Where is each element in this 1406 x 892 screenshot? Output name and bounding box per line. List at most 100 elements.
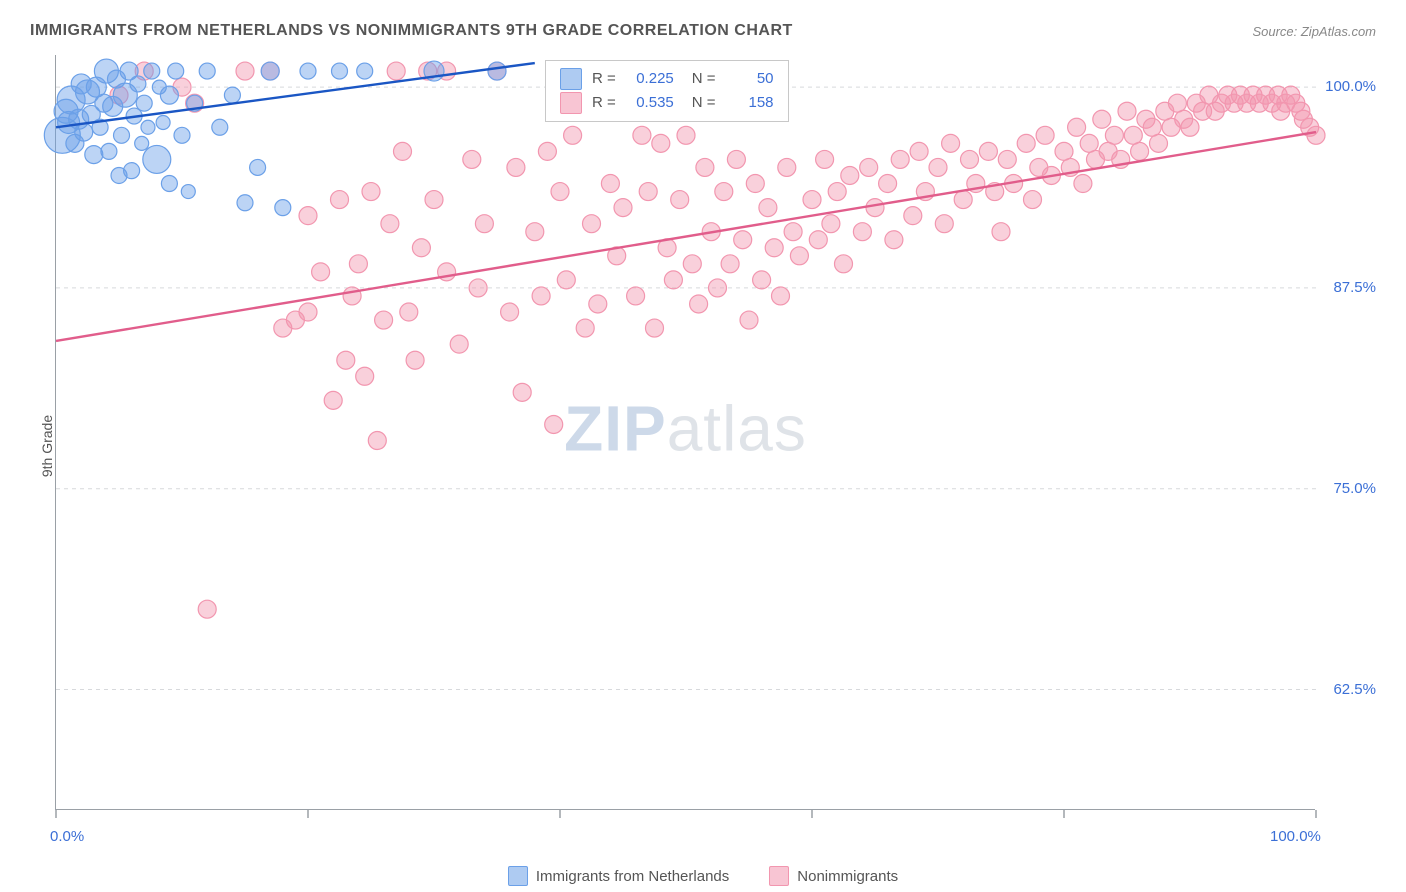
chart-svg: [56, 55, 1316, 810]
data-point-immigrants: [135, 136, 149, 150]
legend-n-label: N =: [692, 91, 716, 115]
data-point-immigrants: [136, 95, 152, 111]
data-point-nonimmigrants: [463, 150, 481, 168]
legend-r-value: 0.225: [626, 67, 674, 91]
data-point-nonimmigrants: [803, 191, 821, 209]
data-point-nonimmigrants: [381, 215, 399, 233]
data-point-nonimmigrants: [1093, 110, 1111, 128]
data-point-nonimmigrants: [1024, 191, 1042, 209]
data-point-nonimmigrants: [450, 335, 468, 353]
data-point-nonimmigrants: [513, 383, 531, 401]
legend-swatch-icon: [769, 866, 789, 886]
y-tick-label: 75.0%: [1333, 480, 1376, 497]
legend-series-label: Nonimmigrants: [797, 868, 898, 885]
data-point-nonimmigrants: [784, 223, 802, 241]
data-point-nonimmigrants: [753, 271, 771, 289]
x-tick-label: 0.0%: [50, 828, 84, 845]
data-point-nonimmigrants: [557, 271, 575, 289]
data-point-nonimmigrants: [356, 367, 374, 385]
data-point-nonimmigrants: [614, 199, 632, 217]
data-point-nonimmigrants: [299, 207, 317, 225]
data-point-nonimmigrants: [1017, 134, 1035, 152]
data-point-nonimmigrants: [1307, 126, 1325, 144]
data-point-nonimmigrants: [551, 183, 569, 201]
data-point-immigrants: [174, 127, 190, 143]
data-point-immigrants: [332, 63, 348, 79]
data-point-nonimmigrants: [822, 215, 840, 233]
data-point-immigrants: [75, 123, 93, 141]
data-point-immigrants: [224, 87, 240, 103]
data-point-nonimmigrants: [337, 351, 355, 369]
legend-row: R =0.535N =158: [560, 91, 774, 115]
data-point-nonimmigrants: [312, 263, 330, 281]
data-point-nonimmigrants: [538, 142, 556, 160]
data-point-nonimmigrants: [904, 207, 922, 225]
data-point-nonimmigrants: [406, 351, 424, 369]
data-point-nonimmigrants: [942, 134, 960, 152]
y-axis-label: 9th Grade: [39, 415, 55, 477]
data-point-nonimmigrants: [690, 295, 708, 313]
data-point-nonimmigrants: [387, 62, 405, 80]
data-point-nonimmigrants: [664, 271, 682, 289]
data-point-nonimmigrants: [1036, 126, 1054, 144]
data-point-nonimmigrants: [979, 142, 997, 160]
data-point-nonimmigrants: [885, 231, 903, 249]
data-point-nonimmigrants: [400, 303, 418, 321]
data-point-immigrants: [237, 195, 253, 211]
data-point-immigrants: [141, 120, 155, 134]
data-point-nonimmigrants: [828, 183, 846, 201]
legend-series-label: Immigrants from Netherlands: [536, 868, 729, 885]
data-point-nonimmigrants: [715, 183, 733, 201]
data-point-nonimmigrants: [816, 150, 834, 168]
data-point-nonimmigrants: [1143, 118, 1161, 136]
data-point-nonimmigrants: [633, 126, 651, 144]
data-point-nonimmigrants: [362, 183, 380, 201]
data-point-nonimmigrants: [236, 62, 254, 80]
data-point-immigrants: [144, 63, 160, 79]
trend-line-nonimmigrants: [56, 132, 1316, 341]
data-point-nonimmigrants: [425, 191, 443, 209]
data-point-nonimmigrants: [331, 191, 349, 209]
data-point-nonimmigrants: [721, 255, 739, 273]
legend-n-value: 158: [726, 91, 774, 115]
data-point-nonimmigrants: [734, 231, 752, 249]
data-point-nonimmigrants: [299, 303, 317, 321]
plot-area: ZIPatlas: [55, 55, 1315, 810]
data-point-nonimmigrants: [835, 255, 853, 273]
data-point-immigrants: [130, 76, 146, 92]
data-point-nonimmigrants: [1080, 134, 1098, 152]
legend-r-label: R =: [592, 67, 616, 91]
data-point-immigrants: [156, 115, 170, 129]
data-point-nonimmigrants: [790, 247, 808, 265]
data-point-nonimmigrants: [576, 319, 594, 337]
data-point-nonimmigrants: [324, 391, 342, 409]
data-point-nonimmigrants: [627, 287, 645, 305]
data-point-immigrants: [181, 185, 195, 199]
data-point-nonimmigrants: [412, 239, 430, 257]
data-point-nonimmigrants: [772, 287, 790, 305]
data-point-nonimmigrants: [501, 303, 519, 321]
data-point-nonimmigrants: [639, 183, 657, 201]
data-point-nonimmigrants: [1168, 94, 1186, 112]
data-point-nonimmigrants: [394, 142, 412, 160]
data-point-nonimmigrants: [1181, 118, 1199, 136]
legend-n-value: 50: [726, 67, 774, 91]
data-point-immigrants: [357, 63, 373, 79]
data-point-nonimmigrants: [841, 166, 859, 184]
data-point-nonimmigrants: [375, 311, 393, 329]
data-point-nonimmigrants: [1118, 102, 1136, 120]
legend-swatch-icon: [560, 68, 582, 90]
data-point-nonimmigrants: [526, 223, 544, 241]
data-point-nonimmigrants: [1124, 126, 1142, 144]
legend-series-item: Immigrants from Netherlands: [508, 866, 729, 886]
data-point-immigrants: [101, 143, 117, 159]
data-point-nonimmigrants: [954, 191, 972, 209]
data-point-immigrants: [275, 200, 291, 216]
data-point-nonimmigrants: [545, 415, 563, 433]
data-point-nonimmigrants: [866, 199, 884, 217]
legend-row: R =0.225N =50: [560, 67, 774, 91]
legend-r-value: 0.535: [626, 91, 674, 115]
data-point-nonimmigrants: [759, 199, 777, 217]
data-point-immigrants: [160, 86, 178, 104]
data-point-nonimmigrants: [469, 279, 487, 297]
